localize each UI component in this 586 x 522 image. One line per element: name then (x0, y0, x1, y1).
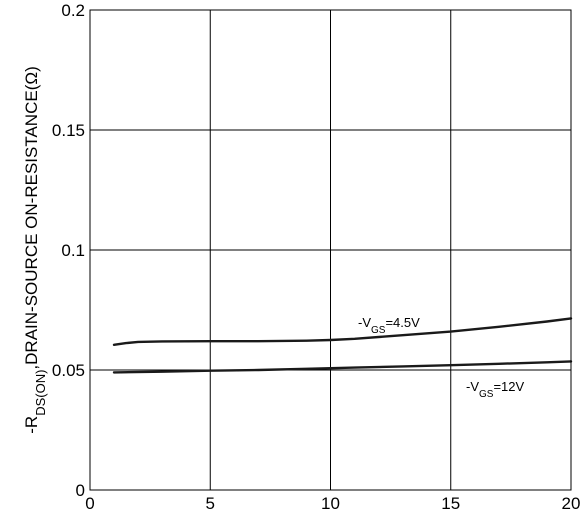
y-axis-label: -RDS(ON),DRAIN-SOURCE ON-RESISTANCE(Ω) (22, 66, 48, 433)
x-tick-label: 10 (321, 494, 340, 513)
x-tick-label: 20 (562, 494, 581, 513)
y-tick-label: 0.05 (52, 361, 85, 380)
x-tick-label: 0 (85, 494, 94, 513)
grid-lines (90, 10, 571, 490)
y-tick-label: 0 (76, 481, 85, 500)
series-label-vgs-4-5v: -VGS=4.5V (358, 315, 420, 336)
y-tick-label: 0.1 (61, 241, 85, 260)
y-tick-labels: 0 0.05 0.1 0.15 0.2 (52, 1, 85, 500)
series-line-0 (112, 317, 573, 346)
y-tick-label: 0.15 (52, 121, 85, 140)
x-tick-label: 5 (206, 494, 215, 513)
plot-frame (89, 9, 572, 491)
series-lines (112, 317, 573, 374)
series-label-vgs-12v: -VGS=12V (466, 379, 525, 400)
y-tick-label: 0.2 (61, 1, 85, 20)
series-line-1 (112, 360, 573, 374)
x-tick-label: 15 (441, 494, 460, 513)
x-tick-labels: 0 5 10 15 20 (85, 494, 580, 513)
